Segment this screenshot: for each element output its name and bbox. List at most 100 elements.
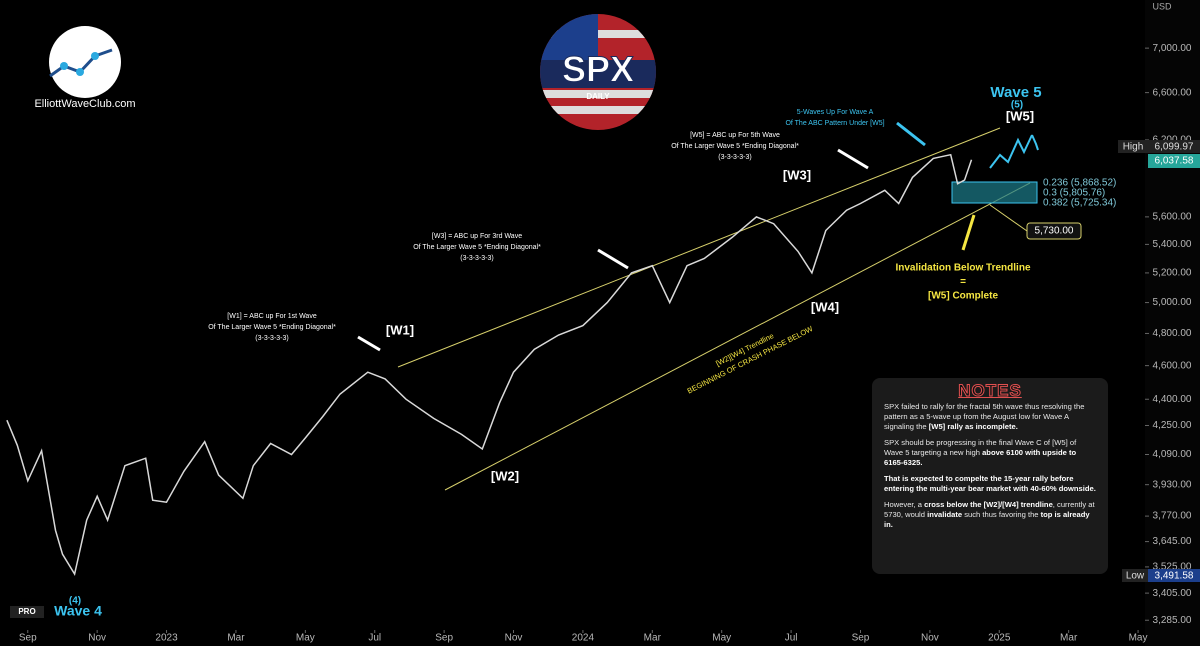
annotation: [W5] = ABC up For 5th Wave Of The Larger … — [671, 132, 799, 161]
annotation: 5-Waves Up For Wave A Of The ABC Pattern … — [785, 109, 884, 127]
annotation-line: (3-3-3-3-3) — [718, 154, 751, 161]
logo-dot — [76, 68, 84, 76]
fib-zone — [951, 181, 1038, 204]
notes-text: SPX should be progressing in the final W… — [884, 438, 1077, 457]
annotation-line: [W5] = ABC up For 5th Wave — [690, 132, 780, 139]
annotation-line: [W5] Complete — [928, 291, 998, 302]
annotation-line: [W1] = ABC up For 1st Wave — [227, 313, 317, 320]
notes-paragraph: SPX should be progressing in the final W… — [884, 438, 1096, 468]
projection-path — [989, 134, 1033, 169]
x-tick-label: Jul — [785, 633, 798, 644]
annotation: [W1] = ABC up For 1st Wave Of The Larger … — [208, 313, 336, 342]
y-tick-label: 4,400.00 — [1153, 394, 1192, 405]
y-tick-label: 4,800.00 — [1153, 328, 1192, 339]
wave-label: [W4] — [811, 299, 839, 314]
y-tick-label: 5,400.00 — [1153, 239, 1192, 250]
arrow — [961, 214, 976, 251]
x-tick-label: Mar — [227, 633, 245, 644]
high-value-box — [1148, 140, 1200, 153]
wave-label: [W3] — [783, 167, 811, 182]
y-tick-label: 3,525.00 — [1153, 562, 1192, 573]
notes-text: That is expected to compelte the 15-year… — [884, 474, 1096, 493]
arrow — [597, 248, 629, 270]
x-tick-label: 2025 — [988, 633, 1011, 644]
low-box — [1122, 569, 1148, 582]
x-tick-label: May — [296, 633, 315, 644]
notes-text: [W5] rally as incomplete. — [928, 422, 1018, 431]
x-tick-label: May — [712, 633, 731, 644]
annotation: [W3] = ABC up For 3rd Wave Of The Larger … — [413, 233, 541, 262]
annotation-line: Of The Larger Wave 5 *Ending Diagonal* — [671, 143, 799, 150]
y-tick-label: 7,000.00 — [1153, 43, 1192, 54]
y-tick-label: 6,600.00 — [1153, 87, 1192, 98]
projection-path — [1031, 134, 1039, 151]
logo-site: ElliottWaveClub.com — [34, 98, 135, 110]
arrow — [357, 335, 381, 352]
notes-text: above 6100 with upside to 6165-6325. — [884, 448, 1077, 467]
low-value-box — [1148, 569, 1200, 582]
notes-text: invalidate — [927, 510, 963, 519]
annotation-line: Invalidation Below Trendline — [895, 263, 1030, 274]
y-tick-label: 3,930.00 — [1153, 479, 1192, 490]
price-axis-panel — [1145, 0, 1200, 646]
x-tick-label: Nov — [505, 633, 523, 644]
wave-label: (5) — [1011, 100, 1023, 111]
high-value: 6,099.97 — [1155, 142, 1194, 153]
annotation-line: [W3] = ABC up For 3rd Wave — [432, 233, 522, 240]
annotation-line: Of The Larger Wave 5 *Ending Diagonal* — [208, 324, 336, 331]
wave-label: [W5] — [1006, 108, 1034, 123]
last-box — [1148, 154, 1200, 168]
low-label: Low — [1126, 571, 1145, 582]
logo-dot — [91, 52, 99, 60]
y-tick-label: 5,200.00 — [1153, 268, 1192, 279]
spx-symbol: SPX — [562, 49, 634, 90]
x-tick-label: 2024 — [572, 633, 595, 644]
tv-badge: PRO — [18, 607, 35, 616]
wave-label: Wave 4 — [54, 603, 102, 619]
y-tick-label: 5,000.00 — [1153, 297, 1192, 308]
x-tick-label: 2023 — [155, 633, 178, 644]
notes-paragraph: That is expected to compelte the 15-year… — [884, 474, 1096, 494]
x-tick-label: Mar — [1060, 633, 1078, 644]
wave-label: [W2] — [491, 468, 519, 483]
y-tick-label: 4,090.00 — [1153, 449, 1192, 460]
low-value: 3,491.58 — [1155, 571, 1194, 582]
y-tick-label: 3,645.00 — [1153, 536, 1192, 547]
price-tag-leader — [989, 204, 1028, 232]
x-tick-label: Sep — [852, 633, 870, 644]
arrow — [896, 121, 926, 147]
last-value: 6,037.58 — [1155, 156, 1194, 167]
annotation-line: Of The ABC Pattern Under [W5] — [785, 120, 884, 127]
y-tick-label: 3,770.00 — [1153, 511, 1192, 522]
notes-text: cross below the [W2]/[W4] trendline — [924, 500, 1053, 509]
notes-panel: NOTES SPX failed to rally for the fracta… — [872, 378, 1108, 574]
wave-label: Wave 5 — [990, 84, 1041, 101]
price-tag: 5,730.00 — [1035, 226, 1074, 237]
y-tick-label: 5,600.00 — [1153, 212, 1192, 223]
notes-paragraph: SPX failed to rally for the fractal 5th … — [884, 402, 1096, 432]
currency: USD — [1152, 1, 1172, 11]
x-tick-label: Jul — [368, 633, 381, 644]
notes-text: However, a — [884, 500, 925, 509]
price-line — [6, 153, 973, 576]
x-tick-label: Nov — [921, 633, 939, 644]
spx-interval: DAILY — [586, 92, 610, 101]
x-tick-label: May — [1129, 633, 1148, 644]
notes-body: SPX failed to rally for the fractal 5th … — [884, 402, 1096, 530]
logo-dot — [60, 62, 68, 70]
logo-circle — [49, 26, 121, 98]
x-tick-label: Nov — [88, 633, 106, 644]
notes-text: such thus favoring the — [962, 510, 1041, 519]
x-tick-label: Mar — [644, 633, 662, 644]
fib-label: 0.3 (5,805.76) — [1043, 188, 1105, 199]
fib-label: 0.236 (5,868.52) — [1043, 178, 1116, 189]
fib-label: 0.382 (5,725.34) — [1043, 198, 1116, 209]
x-tick-label: Sep — [435, 633, 453, 644]
annotation-line: = — [960, 277, 966, 288]
spx-badge — [540, 14, 656, 130]
notes-text: top is already in. — [884, 510, 1090, 529]
notes-text: , currently at 5730, would — [884, 500, 1095, 519]
x-tick-label: Sep — [19, 633, 37, 644]
notes-paragraph: However, a cross below the [W2]/[W4] tre… — [884, 500, 1096, 530]
